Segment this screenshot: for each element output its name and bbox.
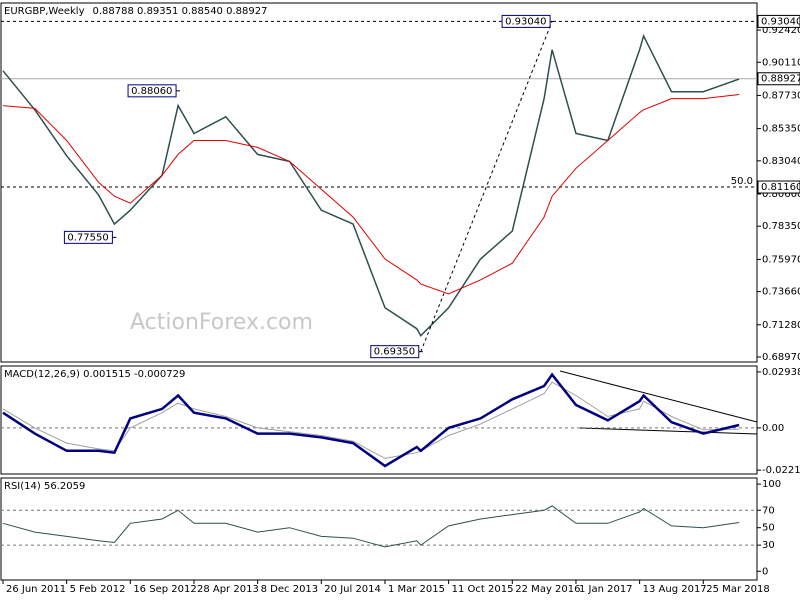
y-tick-label: 30 <box>762 540 775 551</box>
pane-frame <box>0 365 758 475</box>
annotation-box <box>63 230 113 244</box>
level-label: 0.81160 <box>761 182 800 193</box>
x-tick-label: 5 Feb 2012 <box>70 584 126 595</box>
y-tick-label: 0.75970 <box>762 254 800 265</box>
series-line <box>2 33 740 337</box>
watermark: ActionForex.com <box>130 310 313 335</box>
pane-subtitle: 0.88788 0.89351 0.88540 0.88927 <box>93 6 268 17</box>
y-tick-label: 70 <box>762 505 775 516</box>
last-price-box <box>757 72 800 86</box>
x-tick-label: 28 Apr 2013 <box>197 584 259 595</box>
x-tick-label: 8 Dec 2013 <box>261 584 319 595</box>
x-tick-label: 1 Jan 2017 <box>579 584 633 595</box>
pane-title: EURGBP,Weekly <box>4 6 85 17</box>
last-price-label: 0.88927 <box>761 74 800 85</box>
pane-title: MACD(12,26,9) 0.001515 -0.000729 <box>4 369 185 380</box>
x-tick-label: 16 Sep 2012 <box>133 584 196 595</box>
annotation-box <box>127 84 177 98</box>
fib-label: 50.0 <box>731 176 753 187</box>
series-line <box>2 94 740 295</box>
y-tick-label: -0.022161 <box>762 465 800 476</box>
x-tick-label: 20 Jul 2014 <box>324 584 381 595</box>
y-tick-label: 50 <box>762 523 775 534</box>
y-tick-label: 0.80660 <box>762 189 800 200</box>
annotation-box <box>370 345 420 359</box>
annotation-label: 0.69350 <box>374 347 415 358</box>
macd-trendline <box>559 370 758 423</box>
y-tick-label: 0.92420 <box>762 25 800 36</box>
y-tick-label: 0.85350 <box>762 124 800 135</box>
x-tick-label: 11 Oct 2015 <box>452 584 514 595</box>
x-tick-label: 26 Jun 2011 <box>6 584 66 595</box>
annotation-box <box>501 14 551 28</box>
pane-frame <box>0 477 758 581</box>
annotation-label: 0.77550 <box>67 232 108 243</box>
level-box <box>757 14 800 28</box>
pane-frame <box>0 2 758 363</box>
series-line <box>2 372 740 468</box>
y-tick-label: 100 <box>762 479 781 490</box>
y-tick-label: 0.78350 <box>762 221 800 232</box>
level-label: 0.93040 <box>761 16 800 27</box>
y-tick-label: 0.71280 <box>762 320 800 331</box>
x-tick-label: 1 Mar 2015 <box>388 584 445 595</box>
annotation-label: 0.93040 <box>505 16 546 27</box>
x-tick-label: 22 May 2016 <box>515 584 580 595</box>
x-tick-label: 13 Aug 2017 <box>643 584 707 595</box>
y-tick-label: 0.83040 <box>762 156 800 167</box>
macd-trendline <box>579 427 758 435</box>
series-line <box>2 505 740 548</box>
level-box <box>757 180 800 194</box>
annotation-label: 0.88060 <box>131 86 172 97</box>
y-tick-label: 0.87730 <box>762 90 800 101</box>
trend-line <box>420 21 553 352</box>
y-tick-label: 0 <box>762 566 768 577</box>
y-tick-label: 0.68970 <box>762 352 800 363</box>
pane-title: RSI(14) 56.2059 <box>4 481 85 492</box>
y-tick-label: 0.73660 <box>762 287 800 298</box>
x-tick-label: 25 Mar 2018 <box>706 584 769 595</box>
y-tick-label: 0.90110 <box>762 57 800 68</box>
y-tick-label: 0.00 <box>762 423 784 434</box>
y-tick-label: 0.029387 <box>762 367 800 378</box>
